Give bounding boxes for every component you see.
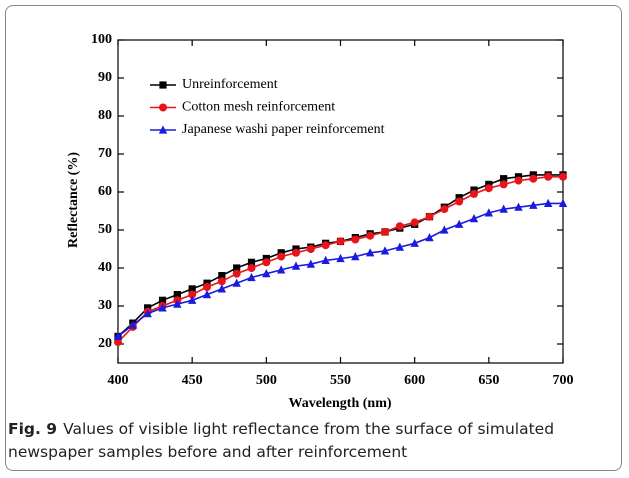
y-tick-label: 70 [98, 146, 112, 161]
marker [203, 283, 211, 291]
marker [202, 290, 212, 299]
marker [276, 265, 286, 274]
y-tick-label: 50 [98, 222, 112, 237]
x-tick-label: 500 [256, 373, 277, 388]
marker [217, 277, 226, 286]
x-axis-label: Wavelength (nm) [288, 396, 391, 411]
y-tick-label: 20 [98, 336, 112, 351]
marker [469, 214, 479, 223]
marker [499, 204, 508, 213]
y-tick-label: 100 [91, 32, 112, 47]
x-tick-label: 700 [553, 373, 574, 388]
marker [529, 174, 538, 183]
marker [351, 252, 360, 261]
marker [336, 237, 345, 246]
marker [306, 245, 315, 253]
marker [336, 253, 345, 263]
series-line [117, 202, 563, 338]
marker [440, 225, 449, 234]
marker [410, 218, 419, 227]
marker [470, 189, 478, 198]
x-tick-label: 550 [330, 373, 351, 388]
marker [544, 172, 553, 181]
marker [218, 272, 226, 280]
marker [128, 320, 138, 329]
marker [306, 259, 316, 268]
marker [247, 258, 256, 266]
marker [484, 208, 494, 217]
marker [143, 309, 152, 318]
marker [514, 176, 523, 185]
x-tick-label: 450 [182, 373, 203, 388]
marker [321, 241, 330, 250]
marker [173, 299, 182, 308]
marker [514, 202, 523, 211]
marker [262, 269, 271, 278]
marker [351, 235, 360, 244]
marker [321, 255, 330, 264]
marker [277, 252, 286, 261]
marker [410, 238, 419, 247]
marker [188, 285, 196, 293]
legend-label: Japanese washi paper reinforcement [182, 122, 385, 137]
marker [366, 231, 375, 240]
y-tick-label: 40 [98, 260, 112, 275]
legend-marker [159, 81, 167, 89]
marker [113, 331, 123, 340]
marker [187, 295, 197, 304]
marker [217, 284, 227, 293]
marker [425, 212, 434, 221]
marker [247, 264, 256, 272]
caption-text: Values of visible light reflectance from… [8, 420, 555, 461]
marker [292, 248, 300, 257]
caption: Fig. 9 Values of visible light reflectanc… [8, 418, 614, 464]
figure-frame [5, 5, 622, 471]
marker [425, 233, 434, 242]
marker [381, 227, 389, 236]
marker [158, 303, 167, 312]
marker [395, 242, 405, 251]
marker [173, 291, 181, 299]
marker [484, 184, 493, 193]
marker [365, 248, 375, 257]
marker [500, 175, 508, 183]
x-tick-label: 600 [404, 373, 425, 388]
y-tick-label: 80 [98, 108, 112, 123]
marker [543, 198, 553, 207]
y-axis-label: Reflectance (%) [66, 152, 81, 248]
marker [232, 269, 241, 278]
marker [559, 172, 567, 181]
y-tick-label: 90 [98, 70, 112, 85]
y-tick-label: 60 [98, 184, 112, 199]
marker [247, 272, 256, 282]
marker [455, 197, 464, 206]
caption-label: Fig. 9 [8, 420, 58, 438]
marker [158, 296, 167, 304]
marker [114, 338, 122, 347]
marker [529, 200, 538, 209]
legend-label: Unreinforcement [182, 77, 278, 92]
marker [395, 222, 404, 231]
marker [262, 258, 271, 267]
marker [499, 180, 508, 189]
marker [558, 198, 568, 207]
y-tick-label: 30 [98, 298, 112, 313]
legend-marker [159, 103, 167, 112]
x-tick-label: 650 [478, 373, 499, 388]
marker [454, 219, 464, 228]
marker [380, 246, 390, 255]
marker [188, 290, 197, 299]
marker [291, 261, 301, 270]
marker [440, 205, 449, 214]
legend-label: Cotton mesh reinforcement [182, 100, 335, 115]
legend-marker [158, 125, 168, 134]
x-tick-label: 400 [108, 373, 129, 388]
marker [233, 264, 241, 272]
marker [232, 278, 241, 287]
